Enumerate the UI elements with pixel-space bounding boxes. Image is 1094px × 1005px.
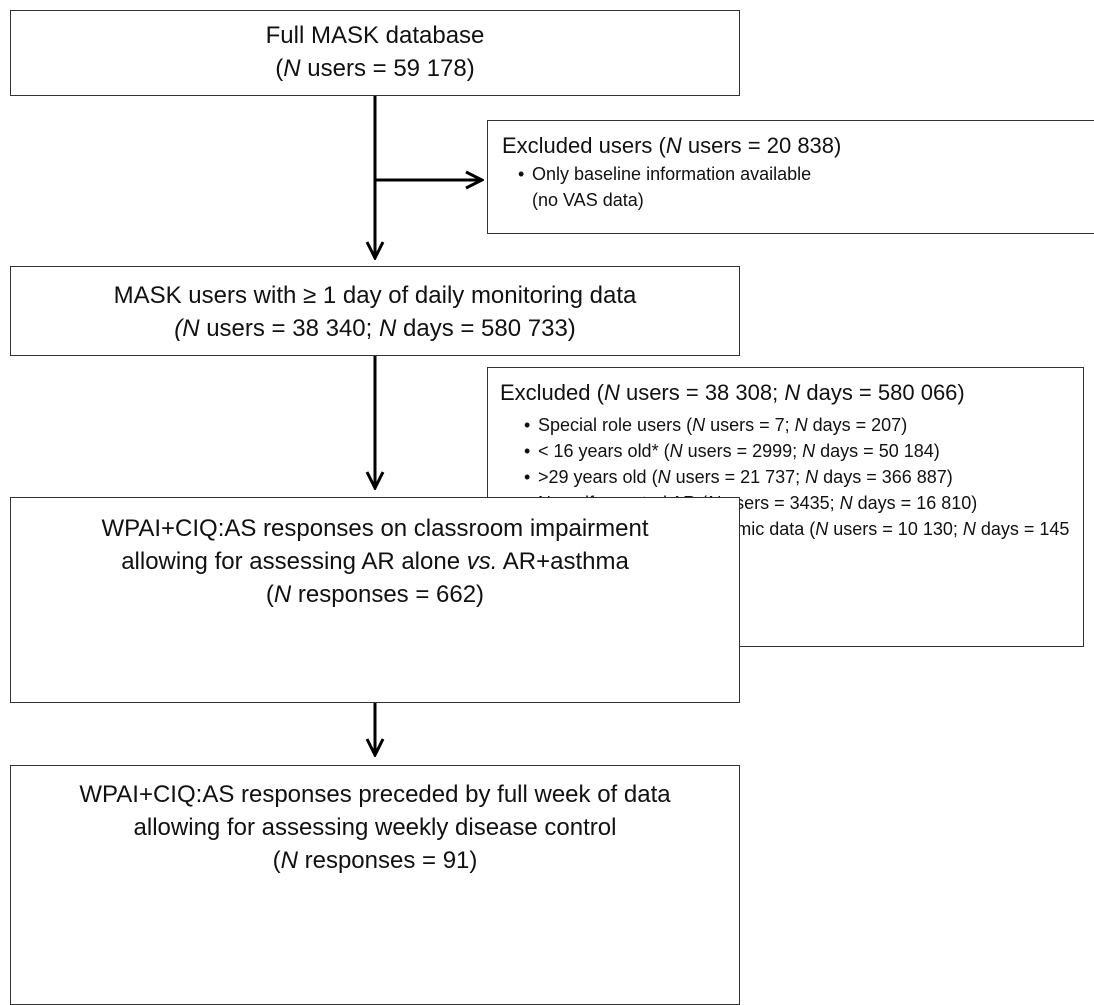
box-weekly-control: WPAI+CIQ:AS responses preceded by full w… xyxy=(10,765,740,1005)
monitoring-count: (N users = 38 340; N days = 580 733) xyxy=(174,315,576,342)
exclusion-criterion: Special role users (N users = 7; N days … xyxy=(524,412,1072,438)
classroom-line-1: WPAI+CIQ:AS responses on classroom impai… xyxy=(101,515,649,542)
excluded-criteria-title: Excluded (N users = 38 308; N days = 580… xyxy=(500,380,965,405)
excluded-users-title: Excluded users (N users = 20 838) xyxy=(502,133,842,158)
exclusion-reason: Only baseline information available (no … xyxy=(518,161,1094,213)
classroom-count: (N responses = 662) xyxy=(265,581,485,608)
full-db-title: Full MASK database xyxy=(265,22,485,49)
box-monitoring-users: MASK users with ≥ 1 day of daily monitor… xyxy=(10,266,740,356)
box-full-database: Full MASK database (N users = 59 178) xyxy=(10,10,740,96)
exclusion-criterion: >29 years old (N users = 21 737; N days … xyxy=(524,464,1072,490)
monitoring-title: MASK users with ≥ 1 day of daily monitor… xyxy=(113,282,637,309)
classroom-line-2: allowing for assessing AR alone vs. AR+a… xyxy=(121,548,629,575)
full-db-count: (N users = 59 178) xyxy=(275,55,475,82)
exclusion-criterion: < 16 years old* (N users = 2999; N days … xyxy=(524,438,1072,464)
weekly-line-2: allowing for assessing weekly disease co… xyxy=(133,814,617,841)
box-excluded-users: Excluded users (N users = 20 838) Only b… xyxy=(487,120,1094,234)
weekly-count: (N responses = 91) xyxy=(272,847,478,874)
weekly-line-1: WPAI+CIQ:AS responses preceded by full w… xyxy=(79,781,671,808)
excluded-users-reasons: Only baseline information available (no … xyxy=(502,161,1094,213)
box-classroom-impairment: WPAI+CIQ:AS responses on classroom impai… xyxy=(10,497,740,703)
